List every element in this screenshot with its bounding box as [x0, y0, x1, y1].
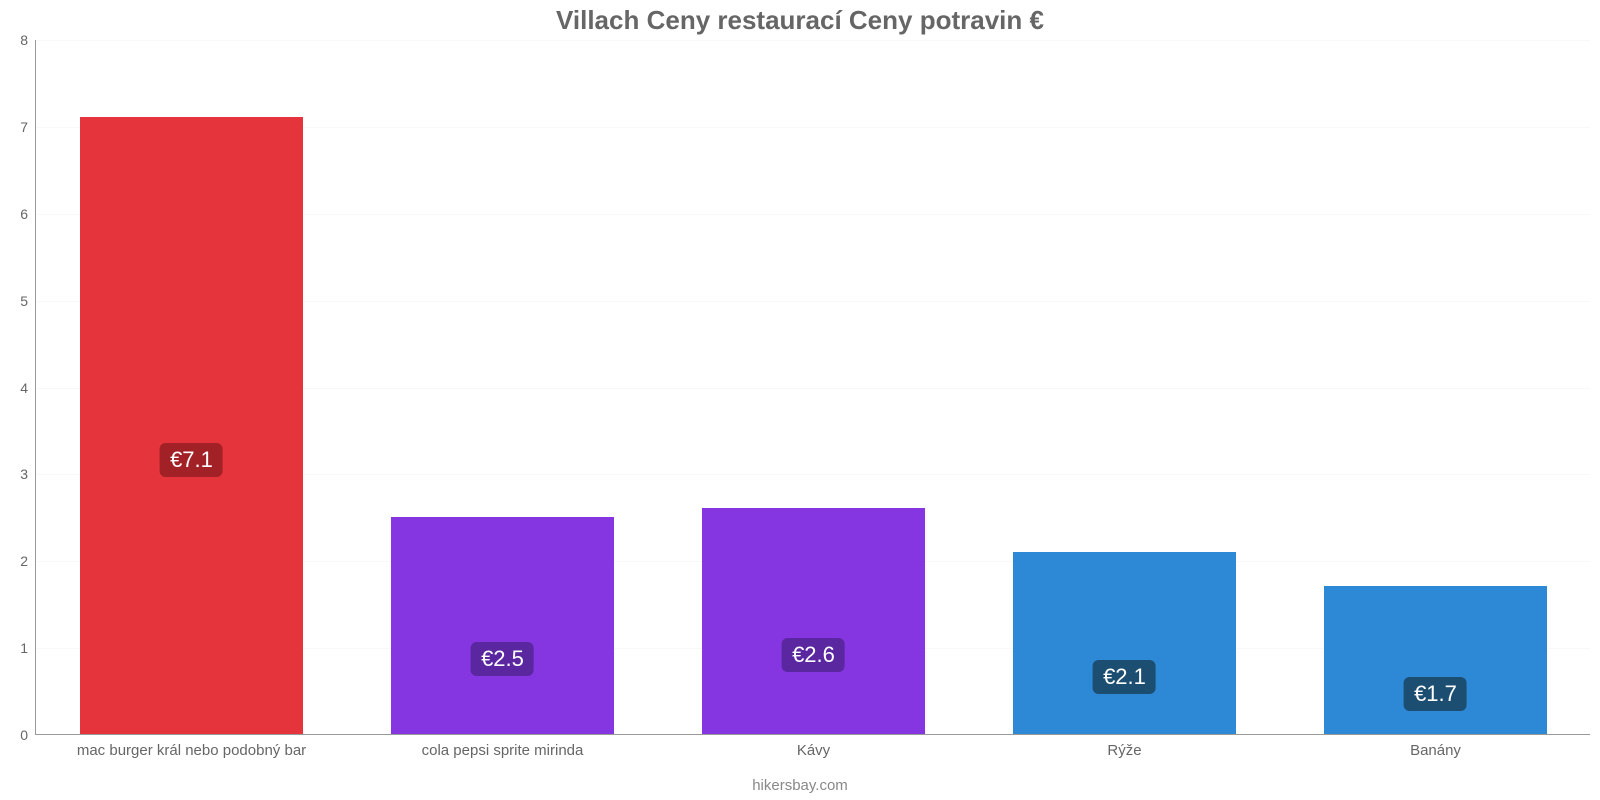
bar-value-label: €2.1 — [1093, 660, 1156, 694]
xtick-label: Kávy — [797, 742, 830, 759]
ytick-label: 6 — [20, 206, 28, 222]
price-bar-chart: Villach Ceny restaurací Ceny potravin € … — [0, 0, 1600, 800]
xtick-label: cola pepsi sprite mirinda — [422, 742, 584, 759]
bar: €7.1 — [80, 117, 304, 734]
bar-value-label: €2.6 — [782, 638, 845, 672]
bar: €2.1 — [1013, 552, 1237, 734]
gridline — [36, 40, 1590, 41]
ytick-label: 8 — [20, 32, 28, 48]
ytick-label: 2 — [20, 553, 28, 569]
bar-value-label: €1.7 — [1404, 677, 1467, 711]
bar: €2.5 — [391, 517, 615, 734]
ytick-label: 4 — [20, 380, 28, 396]
chart-title: Villach Ceny restaurací Ceny potravin € — [0, 5, 1600, 36]
xtick-label: Rýže — [1107, 742, 1141, 759]
xtick-label: Banány — [1410, 742, 1461, 759]
ytick-label: 3 — [20, 466, 28, 482]
bar: €1.7 — [1324, 586, 1548, 734]
ytick-label: 0 — [20, 727, 28, 743]
chart-credit: hikersbay.com — [0, 777, 1600, 794]
ytick-label: 5 — [20, 293, 28, 309]
ytick-label: 1 — [20, 640, 28, 656]
ytick-label: 7 — [20, 119, 28, 135]
xtick-label: mac burger král nebo podobný bar — [77, 742, 306, 759]
plot-area: 012345678€7.1mac burger král nebo podobn… — [35, 40, 1590, 735]
bar-value-label: €7.1 — [160, 443, 223, 477]
bar-value-label: €2.5 — [471, 642, 534, 676]
bar: €2.6 — [702, 508, 926, 734]
